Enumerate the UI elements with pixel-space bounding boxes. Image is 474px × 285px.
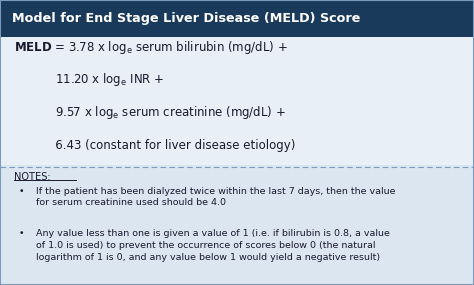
Text: •: •	[19, 187, 25, 196]
Text: $\mathbf{MELD}$ = 3.78 x log$_\mathrm{e}$ serum bilirubin (mg/dL) +: $\mathbf{MELD}$ = 3.78 x log$_\mathrm{e}…	[14, 38, 288, 56]
Text: Any value less than one is given a value of 1 (i.e. if bilirubin is 0.8, a value: Any value less than one is given a value…	[36, 229, 390, 262]
Text: NOTES:: NOTES:	[14, 172, 51, 182]
Text: Model for End Stage Liver Disease (MELD) Score: Model for End Stage Liver Disease (MELD)…	[12, 12, 360, 25]
Text: If the patient has been dialyzed twice within the last 7 days, then the value
fo: If the patient has been dialyzed twice w…	[36, 187, 395, 207]
Text: •: •	[19, 229, 25, 239]
FancyBboxPatch shape	[0, 0, 474, 37]
Text: 11.20 x log$_\mathrm{e}$ INR +: 11.20 x log$_\mathrm{e}$ INR +	[14, 71, 164, 88]
Text: 6.43 (constant for liver disease etiology): 6.43 (constant for liver disease etiolog…	[14, 139, 296, 152]
Text: 9.57 x log$_\mathrm{e}$ serum creatinine (mg/dL) +: 9.57 x log$_\mathrm{e}$ serum creatinine…	[14, 104, 286, 121]
FancyBboxPatch shape	[0, 37, 474, 165]
FancyBboxPatch shape	[0, 165, 474, 285]
